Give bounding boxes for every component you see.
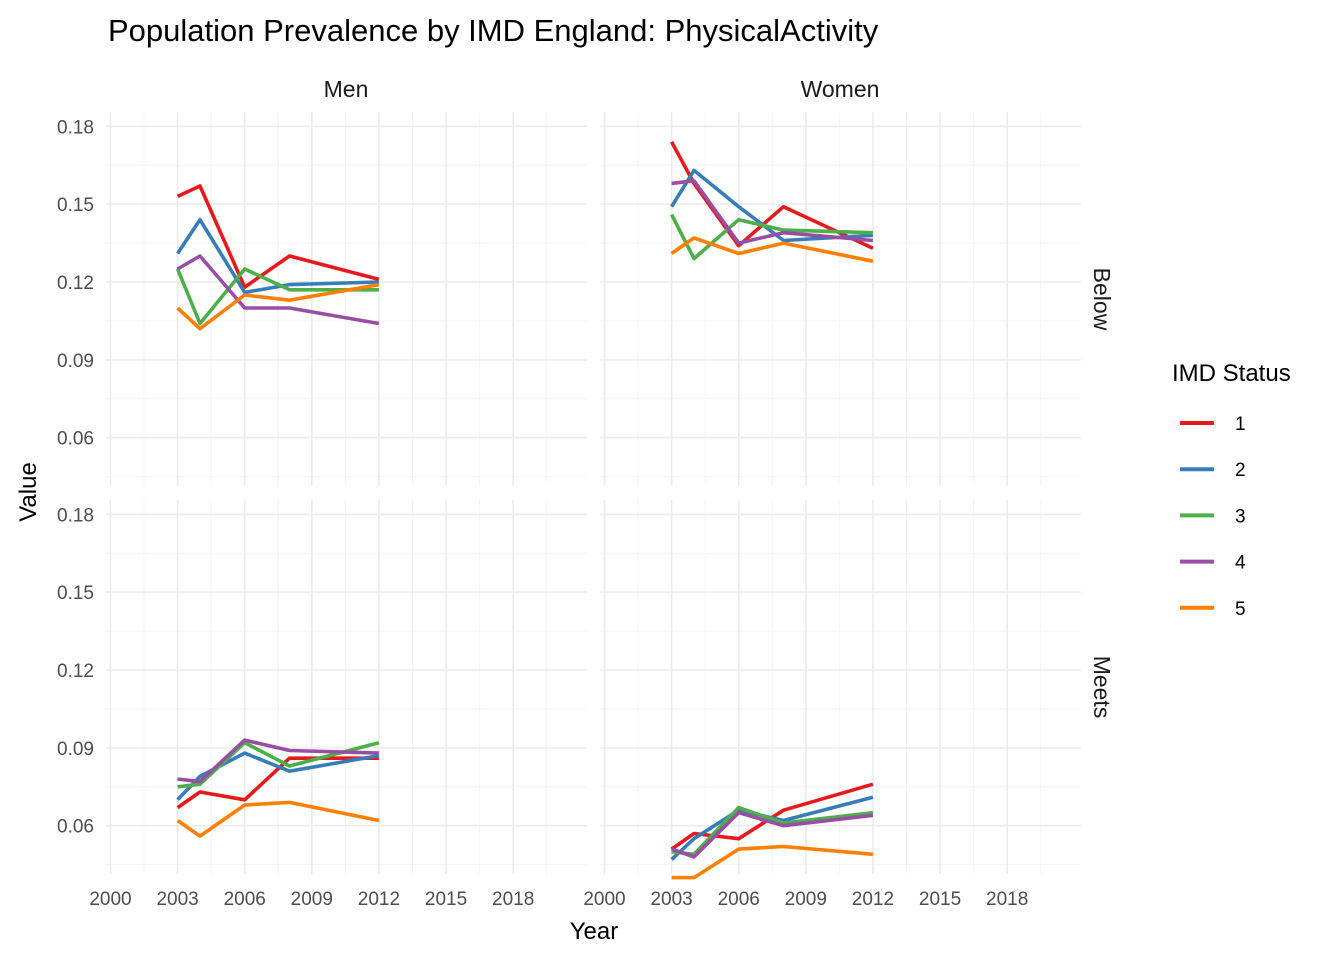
legend-item-5: 5 (1180, 599, 1246, 620)
x-tick-label: 2003 (650, 889, 692, 910)
x-tick-label: 2006 (224, 889, 266, 910)
series-line-4 (177, 738, 379, 784)
series-line-1 (670, 140, 874, 250)
facet-strip-meets: Meets (1089, 656, 1115, 719)
series-line-5 (176, 282, 380, 331)
facet-panels: 0.06 0.09 0.12 0.15 0.18 2000 2003 2006 2009 2012… (57, 112, 1081, 910)
legend-item-2: 2 (1180, 460, 1246, 481)
chart-title: Population Prevalence by IMD England: Ph… (108, 13, 879, 48)
x-tick-label: 2018 (492, 889, 534, 910)
y-tick-label: 0.15 (57, 583, 94, 604)
x-tick-label: 2015 (919, 889, 961, 910)
series-line-5 (671, 844, 874, 880)
x-tick-label: 2009 (785, 889, 827, 910)
y-tick-label: 0.18 (57, 505, 94, 526)
legend-label: 3 (1235, 506, 1246, 527)
series-line-4 (671, 810, 874, 859)
panel-men-meets: 2000 2003 2006 2009 2012 2015 2018 0.06 0.09 0.12… (57, 500, 587, 910)
series-line-5 (176, 800, 380, 838)
series-line-3 (177, 740, 380, 789)
legend-item-4: 4 (1180, 553, 1246, 574)
series-line-5 (670, 236, 874, 263)
legend: IMD Status 1 2 3 4 5 (1172, 360, 1291, 620)
y-tick-label: 0.12 (57, 273, 94, 294)
legend-label: 1 (1235, 414, 1246, 435)
legend-label: 2 (1235, 460, 1246, 481)
series-line-4 (671, 179, 874, 245)
panel-men-below: 0.06 0.09 0.12 0.15 0.18 (57, 112, 587, 486)
y-axis-title: Value (15, 462, 42, 522)
series-line-1 (670, 782, 874, 851)
x-tick-label: 2015 (425, 889, 467, 910)
series-line-3 (175, 267, 379, 326)
series-line-1 (176, 184, 380, 290)
x-tick-label: 2018 (986, 889, 1028, 910)
x-axis-title: Year (570, 918, 619, 945)
y-tick-label: 0.18 (57, 117, 94, 138)
series-line-4 (176, 254, 380, 326)
y-tick-label: 0.06 (57, 817, 94, 838)
x-tick-label: 2003 (156, 889, 198, 910)
y-tick-label: 0.12 (57, 661, 94, 682)
legend-item-1: 1 (1180, 414, 1246, 435)
y-tick-label: 0.15 (57, 195, 94, 216)
legend-entries: 1 2 3 4 5 (1180, 414, 1246, 620)
x-tick-label: 2006 (718, 889, 760, 910)
x-tick-label: 2000 (89, 889, 131, 910)
legend-title: IMD Status (1172, 360, 1291, 387)
y-tick-label: 0.06 (57, 429, 94, 450)
x-tick-label: 2009 (291, 889, 333, 910)
panel-women-below (600, 112, 1081, 486)
x-tick-label: 2000 (583, 889, 625, 910)
facet-strip-men: Men (324, 76, 369, 102)
y-tick-label: 0.09 (57, 739, 94, 760)
x-tick-label: 2012 (852, 889, 894, 910)
x-tick-label: 2012 (358, 889, 400, 910)
facet-strip-below: Below (1089, 268, 1115, 331)
panel-women-meets: 2000 2003 2006 2009 2012 2015 2018 (583, 500, 1081, 910)
facet-strip-women: Women (801, 76, 880, 102)
legend-item-3: 3 (1180, 506, 1246, 527)
y-tick-label: 0.09 (57, 351, 94, 372)
legend-label: 5 (1235, 599, 1246, 620)
legend-label: 4 (1235, 553, 1246, 574)
series-line-2 (176, 217, 379, 295)
